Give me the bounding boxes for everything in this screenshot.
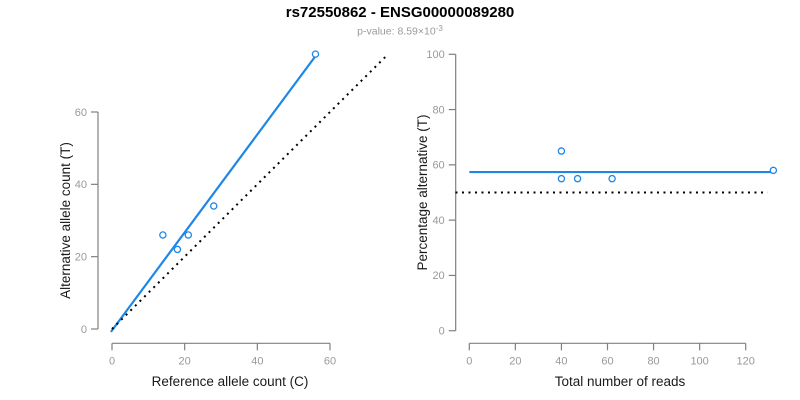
y-axis-title: Percentage alternative (T)	[415, 114, 430, 270]
data-point	[608, 174, 616, 183]
data-point	[173, 245, 182, 254]
x-tick-label: 40	[555, 355, 567, 367]
pvalue-label: p-value: 8.59×10	[357, 25, 436, 38]
data-point	[769, 166, 778, 175]
identity-line	[111, 53, 389, 330]
y-tick-label: 40	[75, 179, 87, 191]
x-tick-label: 60	[324, 355, 336, 367]
data-point	[573, 174, 582, 183]
fit-line	[110, 53, 318, 333]
y-tick-label: 0	[439, 326, 445, 338]
x-tick-label: 20	[179, 355, 191, 367]
x-tick-label: 100	[690, 355, 708, 367]
x-axis-title: Total number of reads	[555, 374, 686, 389]
x-tick-label: 0	[466, 355, 472, 367]
y-tick-label: 80	[432, 104, 444, 116]
data-point	[159, 231, 167, 239]
y-axis-title: Alternative allele count (T)	[58, 142, 73, 299]
pvalue-exponent: -3	[435, 23, 443, 33]
y-tick-label: 60	[432, 160, 444, 172]
y-tick-label: 60	[75, 107, 87, 119]
y-tick-label: 0	[81, 324, 87, 336]
y-tick-label: 20	[75, 251, 87, 263]
y-tick-label: 20	[432, 270, 444, 282]
data-point	[184, 231, 193, 239]
x-tick-label: 80	[647, 355, 659, 367]
data-point	[209, 202, 218, 210]
y-tick-label: 40	[432, 215, 444, 227]
x-tick-label: 120	[737, 355, 755, 367]
x-tick-label: 0	[109, 355, 115, 367]
data-point	[311, 50, 320, 58]
figure-title: rs72550862 - ENSG00000089280	[285, 4, 515, 21]
y-tick-label: 100	[426, 49, 444, 61]
data-point	[557, 147, 566, 155]
x-tick-label: 40	[251, 355, 263, 367]
x-axis-title: Reference allele count (C)	[152, 374, 309, 389]
data-point	[557, 174, 566, 183]
figure-subtitle: p-value: 8.59×10-3	[0, 23, 800, 38]
x-tick-label: 20	[509, 355, 521, 367]
x-tick-label: 60	[601, 355, 613, 367]
